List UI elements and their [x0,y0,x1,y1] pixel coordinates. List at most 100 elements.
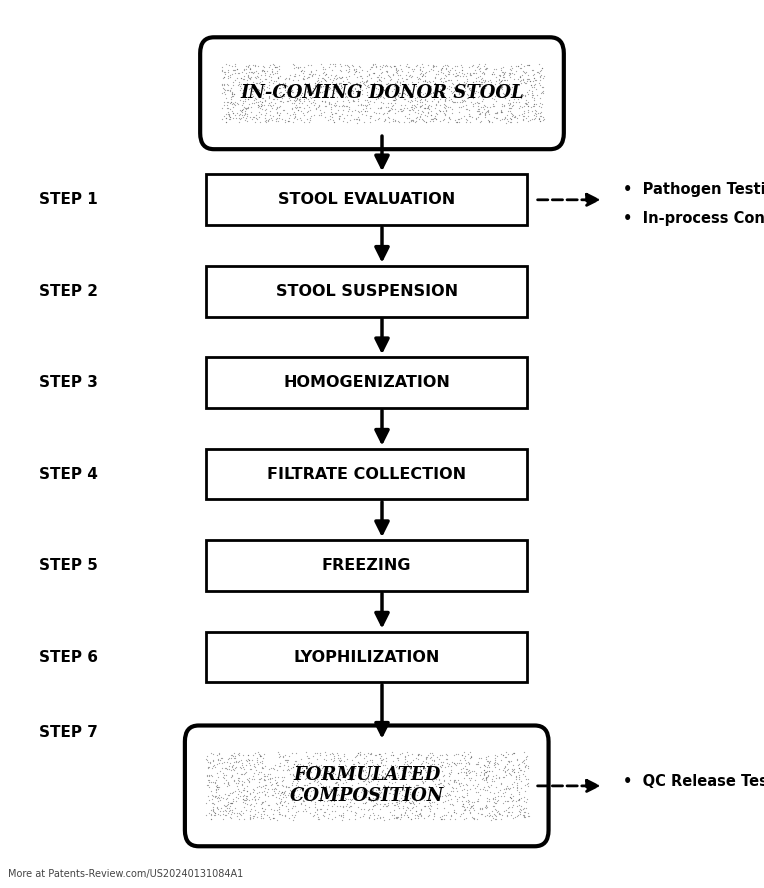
Point [346,781,358,795]
Point [280,799,292,813]
Point [407,765,419,779]
Point [446,756,458,770]
Point [448,757,461,771]
Point [241,59,254,74]
Point [474,788,487,802]
Point [481,770,493,784]
Point [458,781,470,796]
Point [241,784,253,798]
Point [242,91,254,106]
Point [426,757,439,771]
Point [277,95,290,109]
Point [427,74,439,88]
Point [455,111,467,125]
Point [256,91,268,105]
Point [240,765,252,779]
Point [443,73,455,87]
Point [520,97,532,111]
Point [371,797,383,812]
Point [340,99,352,114]
Point [248,65,260,79]
Point [232,747,244,761]
Point [290,754,302,768]
Point [281,756,293,770]
Point [503,92,515,107]
Point [234,112,246,126]
Point [419,75,431,89]
Point [298,794,310,808]
Point [270,60,282,75]
Point [340,89,352,103]
Point [460,765,472,780]
Point [304,789,316,803]
Point [456,92,468,107]
Point [269,96,281,110]
Point [319,110,331,124]
Point [337,115,349,129]
Point [341,803,353,817]
Point [427,115,439,129]
Point [216,78,228,92]
Point [267,98,279,112]
Point [261,769,274,783]
Point [530,97,542,111]
Point [443,90,455,104]
Point [256,785,268,799]
Point [380,99,392,114]
Point [282,802,294,816]
Point [323,82,335,96]
Point [422,106,434,120]
Point [274,805,286,819]
Point [311,806,323,821]
Point [223,112,235,126]
Point [400,777,412,791]
Point [311,775,323,789]
Point [487,99,500,114]
Point [233,76,245,91]
Point [380,58,392,72]
Point [284,78,296,92]
Point [452,85,465,99]
Point [527,99,539,113]
Point [252,98,264,112]
Point [309,67,321,81]
Point [382,88,394,102]
Point [227,99,239,114]
Point [284,67,296,82]
Point [533,73,545,87]
Point [465,750,478,765]
Point [222,805,234,820]
Point [409,99,421,114]
Point [497,67,510,82]
Point [517,72,529,86]
Point [526,88,538,102]
Point [505,754,517,768]
Point [232,115,244,129]
Point [522,68,534,83]
Point [390,66,403,80]
Point [235,807,247,821]
Point [219,98,231,112]
Point [299,765,312,779]
Point [308,772,320,786]
Point [374,90,387,104]
Point [444,112,456,126]
Point [520,749,533,764]
Point [426,753,439,767]
Point [226,786,238,800]
Point [264,99,277,113]
Point [225,86,238,100]
Point [474,801,487,815]
Point [247,81,259,95]
Point [319,73,332,87]
Point [528,98,540,112]
Point [445,797,458,811]
Point [222,83,235,97]
Point [382,765,394,779]
Point [413,67,426,82]
Point [248,799,261,813]
Point [533,96,545,110]
Point [479,57,491,71]
Point [506,747,518,761]
Point [536,85,549,99]
